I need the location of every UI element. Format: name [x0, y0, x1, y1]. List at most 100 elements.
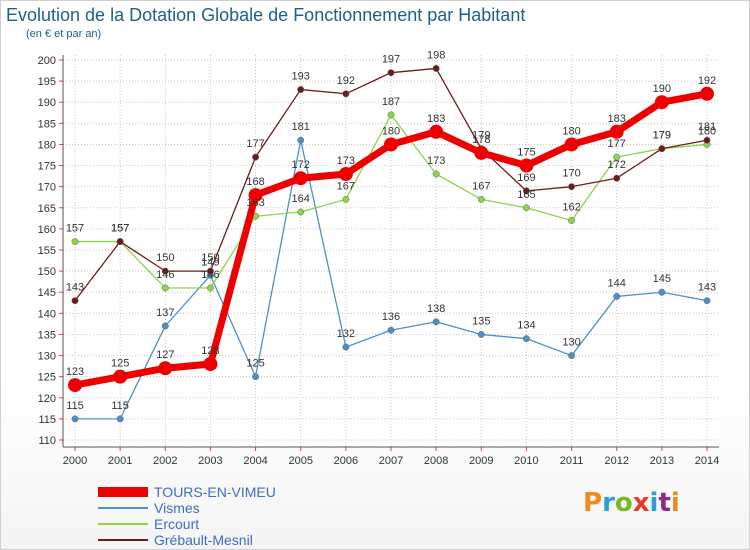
data-point-tours-en-vimeu	[158, 361, 173, 376]
y-tick-label: 190	[38, 97, 56, 109]
data-label-grebault-mesnil: 170	[562, 168, 580, 180]
data-label-ercourt: 180	[698, 125, 716, 137]
data-point-vismes	[703, 297, 711, 305]
data-label-ercourt: 173	[427, 155, 445, 167]
data-point-vismes	[387, 326, 395, 334]
data-label-tours-en-vimeu: 173	[337, 155, 355, 167]
data-label-tours-en-vimeu: 127	[156, 349, 174, 361]
data-point-vismes	[477, 330, 485, 338]
data-label-ercourt: 179	[653, 130, 671, 142]
data-label-grebault-mesnil: 193	[292, 71, 310, 83]
legend-swatch-tours-en-vimeu	[98, 487, 148, 497]
data-label-grebault-mesnil: 198	[427, 49, 445, 61]
data-label-tours-en-vimeu: 125	[111, 358, 129, 370]
logo-letter: o	[614, 488, 633, 518]
data-label-vismes: 181	[292, 121, 310, 133]
data-label-grebault-mesnil: 181	[698, 121, 716, 133]
data-label-vismes: 136	[382, 311, 400, 323]
chart-subtitle: (en € et par an)	[26, 28, 102, 40]
data-point-tours-en-vimeu	[338, 167, 353, 181]
data-point-ercourt	[613, 153, 621, 161]
legend-item-grebault-mesnil: Grébault-Mesnil	[98, 532, 276, 548]
data-label-tours-en-vimeu: 123	[66, 366, 84, 378]
data-point-tours-en-vimeu	[384, 137, 398, 152]
data-label-ercourt: 157	[66, 223, 84, 235]
data-label-ercourt: 177	[608, 138, 626, 150]
data-label-vismes: 115	[66, 400, 84, 412]
x-tick-label: 2010	[514, 455, 538, 467]
data-point-ercourt	[297, 208, 305, 216]
data-label-grebault-mesnil: 150	[201, 252, 219, 264]
data-point-tours-en-vimeu	[474, 145, 489, 160]
proxiti-logo: Proxiti	[583, 488, 680, 518]
data-label-vismes: 138	[427, 303, 445, 315]
legend-swatch-ercourt	[98, 523, 148, 525]
x-tick-label: 2004	[243, 455, 267, 467]
y-tick-label: 175	[38, 161, 56, 173]
legend: TOURS-EN-VIMEU Vismes Ercourt Grébault-M…	[98, 484, 276, 548]
x-tick-label: 2012	[604, 455, 628, 467]
data-label-tours-en-vimeu: 175	[517, 147, 535, 159]
data-point-vismes	[342, 343, 350, 351]
x-tick-label: 2002	[153, 455, 177, 467]
data-point-grebault-mesnil	[71, 297, 79, 305]
legend-label-ercourt: Ercourt	[154, 516, 200, 532]
data-label-tours-en-vimeu: 190	[653, 83, 671, 95]
data-point-grebault-mesnil	[116, 238, 124, 246]
data-point-ercourt	[432, 170, 440, 178]
data-label-tours-en-vimeu: 183	[427, 113, 445, 125]
data-label-ercourt: 163	[246, 197, 264, 209]
legend-label-tours-en-vimeu: TOURS-EN-VIMEU	[154, 484, 276, 500]
y-tick-label: 115	[38, 414, 56, 426]
data-point-tours-en-vimeu	[68, 378, 82, 393]
data-point-grebault-mesnil	[252, 153, 260, 161]
data-point-ercourt	[71, 238, 79, 246]
data-label-ercourt: 187	[382, 96, 400, 108]
legend-item-tours-en-vimeu: TOURS-EN-VIMEU	[98, 484, 276, 500]
data-point-vismes	[658, 288, 666, 296]
legend-swatch-grebault-mesnil	[98, 539, 148, 541]
x-tick-label: 2008	[424, 455, 448, 467]
y-tick-label: 185	[38, 118, 56, 130]
data-label-vismes: 143	[698, 282, 716, 294]
data-point-ercourt	[161, 284, 169, 292]
legend-label-grebault-mesnil: Grébault-Mesnil	[154, 532, 253, 548]
y-tick-label: 120	[38, 393, 56, 405]
data-label-tours-en-vimeu: 172	[292, 159, 310, 171]
y-tick-label: 145	[38, 287, 56, 299]
data-label-ercourt: 164	[292, 193, 310, 205]
data-point-grebault-mesnil	[522, 187, 530, 195]
logo-letter: i	[649, 488, 659, 518]
y-tick-label: 125	[38, 372, 56, 384]
y-tick-label: 180	[38, 139, 56, 151]
data-label-grebault-mesnil: 192	[337, 75, 355, 87]
data-point-grebault-mesnil	[432, 64, 440, 72]
x-tick-label: 2014	[695, 455, 719, 467]
data-point-tours-en-vimeu	[113, 369, 128, 384]
data-point-grebault-mesnil	[613, 174, 621, 182]
data-label-vismes: 137	[156, 307, 174, 319]
data-label-tours-en-vimeu: 178	[472, 134, 490, 146]
data-point-grebault-mesnil	[206, 267, 214, 275]
legend-item-vismes: Vismes	[98, 500, 276, 516]
legend-item-ercourt: Ercourt	[98, 516, 276, 532]
data-point-tours-en-vimeu	[654, 95, 669, 110]
data-point-ercourt	[477, 195, 485, 203]
data-point-grebault-mesnil	[658, 145, 666, 153]
y-tick-label: 110	[38, 435, 56, 447]
y-tick-label: 155	[38, 245, 56, 257]
data-point-tours-en-vimeu	[700, 86, 714, 101]
data-label-grebault-mesnil: 172	[608, 159, 626, 171]
data-point-vismes	[613, 292, 621, 300]
data-label-ercourt: 167	[472, 180, 490, 192]
x-tick-label: 2003	[198, 455, 222, 467]
data-point-ercourt	[342, 195, 350, 203]
data-label-grebault-mesnil: 169	[517, 172, 535, 184]
x-tick-label: 2013	[650, 455, 674, 467]
y-tick-label: 140	[38, 308, 56, 320]
data-point-ercourt	[568, 216, 576, 224]
data-label-vismes: 125	[246, 358, 264, 370]
data-label-tours-en-vimeu: 183	[608, 113, 626, 125]
logo-letter: i	[670, 488, 680, 518]
chart-title: Evolution de la Dotation Globale de Fonc…	[6, 5, 526, 25]
